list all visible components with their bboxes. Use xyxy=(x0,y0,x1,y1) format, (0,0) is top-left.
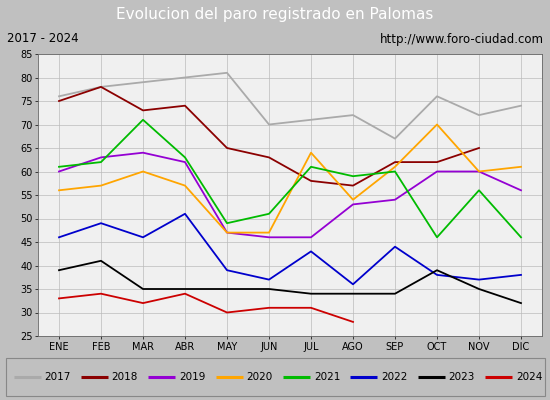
Text: 2017: 2017 xyxy=(45,372,71,382)
Text: 2021: 2021 xyxy=(314,372,340,382)
Text: 2023: 2023 xyxy=(449,372,475,382)
Text: 2020: 2020 xyxy=(246,372,273,382)
Text: 2018: 2018 xyxy=(112,372,138,382)
Text: 2019: 2019 xyxy=(179,372,206,382)
Text: 2024: 2024 xyxy=(516,372,542,382)
Text: Evolucion del paro registrado en Palomas: Evolucion del paro registrado en Palomas xyxy=(116,6,434,22)
Text: http://www.foro-ciudad.com: http://www.foro-ciudad.com xyxy=(379,32,543,46)
Text: 2022: 2022 xyxy=(381,372,408,382)
Text: 2017 - 2024: 2017 - 2024 xyxy=(7,32,78,46)
